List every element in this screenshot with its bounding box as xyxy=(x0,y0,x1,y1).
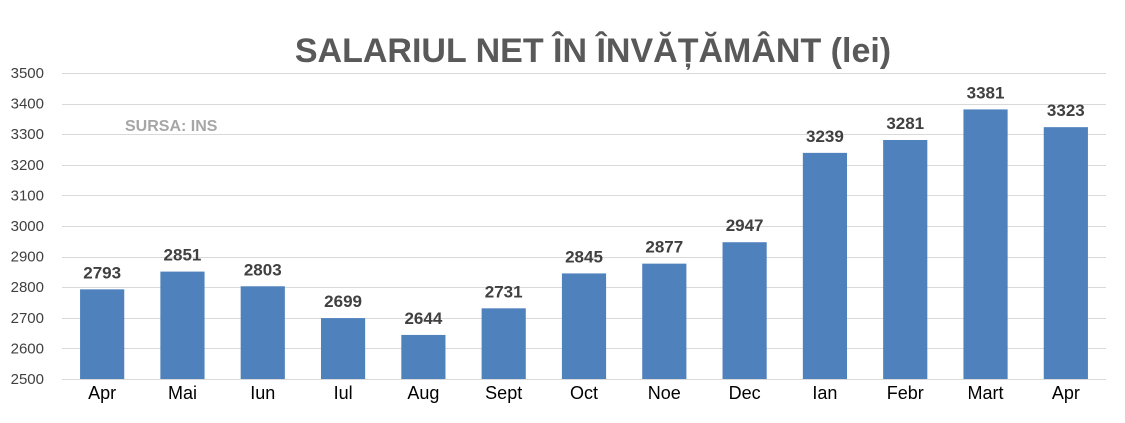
data-label: 2845 xyxy=(565,247,603,266)
data-label: 2851 xyxy=(164,246,202,265)
data-label: 3239 xyxy=(806,127,844,146)
y-tick-label: 3200 xyxy=(11,157,44,174)
bar xyxy=(401,334,446,379)
data-labels: 2793 2851 2803 2699 2644 2731 2845 2877 2947 3239… xyxy=(83,83,1085,328)
data-label: 2731 xyxy=(485,282,523,301)
chart-title: SALARIUL NET ÎN ÎNVĂȚĂMÂNT (lei) xyxy=(295,32,891,70)
data-label: 3323 xyxy=(1047,101,1085,120)
bar xyxy=(561,273,607,379)
data-label: 2793 xyxy=(83,263,121,282)
bar xyxy=(883,140,928,379)
bar xyxy=(240,286,285,379)
bar xyxy=(481,308,526,379)
y-tick-label: 2500 xyxy=(11,371,44,388)
x-tick-label: Sept xyxy=(485,383,522,403)
data-label: 2947 xyxy=(726,216,764,235)
bar xyxy=(320,318,366,379)
y-tick-label: 3300 xyxy=(11,126,44,143)
y-tick-label: 3400 xyxy=(11,96,44,113)
x-axis-ticks: Apr Mai Iun Iul Aug Sept Oct Noe Dec Ian Febr Mart A… xyxy=(88,383,1080,403)
data-label: 2877 xyxy=(645,238,683,257)
data-label: 2644 xyxy=(404,309,442,328)
x-tick-label: Febr xyxy=(887,383,924,403)
bar xyxy=(722,242,767,379)
y-tick-label: 2800 xyxy=(11,279,44,296)
source-note: SURSA: INS xyxy=(125,118,218,135)
data-label: 3281 xyxy=(886,114,924,133)
bar xyxy=(1043,127,1088,379)
bar xyxy=(160,271,205,379)
bar xyxy=(963,109,1008,379)
x-tick-label: Noe xyxy=(648,383,681,403)
y-tick-label: 2600 xyxy=(11,340,44,357)
x-tick-label: Apr xyxy=(1052,383,1080,403)
gridlines xyxy=(62,73,1106,380)
y-tick-label: 3000 xyxy=(11,218,44,235)
x-tick-label: Mai xyxy=(168,383,197,403)
x-tick-label: Oct xyxy=(570,383,598,403)
bar xyxy=(80,289,125,379)
data-label: 2803 xyxy=(244,260,282,279)
bars xyxy=(80,109,1088,379)
y-axis-ticks: 2500 2600 2700 2800 2900 3000 3100 3200 3300 3400… xyxy=(11,65,44,388)
y-tick-label: 2700 xyxy=(11,310,44,327)
y-tick-label: 3500 xyxy=(11,65,44,82)
x-tick-label: Dec xyxy=(729,383,761,403)
y-tick-label: 3100 xyxy=(11,187,44,204)
data-label: 2699 xyxy=(324,292,362,311)
y-tick-label: 2900 xyxy=(11,249,44,266)
x-tick-label: Iul xyxy=(334,383,353,403)
x-tick-label: Iun xyxy=(250,383,275,403)
x-tick-label: Apr xyxy=(88,383,116,403)
bar xyxy=(642,263,687,379)
bar xyxy=(802,152,848,379)
x-tick-label: Mart xyxy=(968,383,1004,403)
x-tick-label: Ian xyxy=(812,383,837,403)
x-tick-label: Aug xyxy=(407,383,439,403)
data-label: 3381 xyxy=(967,83,1005,102)
